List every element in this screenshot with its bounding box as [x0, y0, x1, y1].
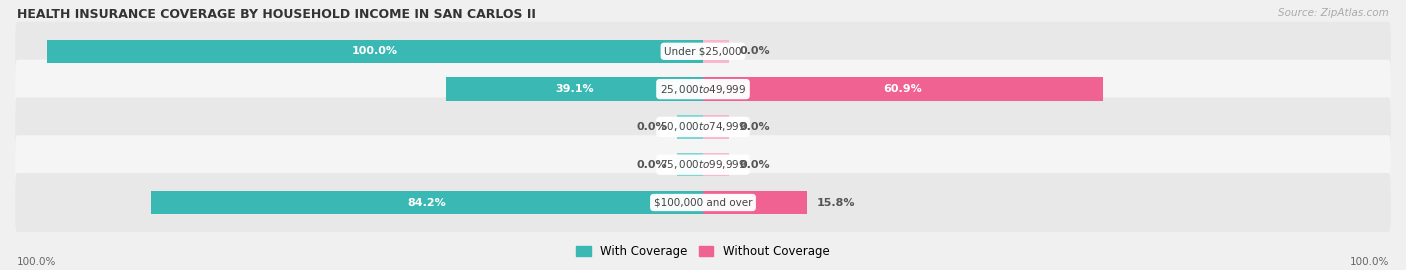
Bar	[46, 40, 703, 63]
Text: 39.1%: 39.1%	[555, 84, 595, 94]
Bar	[150, 191, 703, 214]
Text: 0.0%: 0.0%	[637, 122, 666, 132]
Text: HEALTH INSURANCE COVERAGE BY HOUSEHOLD INCOME IN SAN CARLOS II: HEALTH INSURANCE COVERAGE BY HOUSEHOLD I…	[17, 8, 536, 21]
Text: 0.0%: 0.0%	[637, 160, 666, 170]
Text: 84.2%: 84.2%	[408, 197, 446, 208]
Text: 0.0%: 0.0%	[740, 160, 769, 170]
Text: 0.0%: 0.0%	[740, 122, 769, 132]
Bar	[703, 77, 1102, 101]
Text: $100,000 and over: $100,000 and over	[654, 197, 752, 208]
Text: Source: ZipAtlas.com: Source: ZipAtlas.com	[1278, 8, 1389, 18]
Bar	[703, 191, 807, 214]
Text: 0.0%: 0.0%	[740, 46, 769, 56]
FancyBboxPatch shape	[15, 135, 1391, 194]
FancyBboxPatch shape	[15, 97, 1391, 156]
Legend: With Coverage, Without Coverage: With Coverage, Without Coverage	[572, 240, 834, 263]
Bar	[447, 77, 703, 101]
Text: 100.0%: 100.0%	[17, 257, 56, 267]
Text: 60.9%: 60.9%	[883, 84, 922, 94]
FancyBboxPatch shape	[15, 60, 1391, 119]
Bar	[703, 153, 730, 176]
Text: 100.0%: 100.0%	[352, 46, 398, 56]
Text: Under $25,000: Under $25,000	[664, 46, 742, 56]
FancyBboxPatch shape	[15, 22, 1391, 81]
Text: 100.0%: 100.0%	[1350, 257, 1389, 267]
Bar	[676, 153, 703, 176]
Bar	[703, 115, 730, 139]
FancyBboxPatch shape	[15, 173, 1391, 232]
Bar	[676, 115, 703, 139]
Bar	[703, 40, 730, 63]
Text: $75,000 to $99,999: $75,000 to $99,999	[659, 158, 747, 171]
Text: $50,000 to $74,999: $50,000 to $74,999	[659, 120, 747, 133]
Text: 15.8%: 15.8%	[817, 197, 855, 208]
Text: $25,000 to $49,999: $25,000 to $49,999	[659, 83, 747, 96]
